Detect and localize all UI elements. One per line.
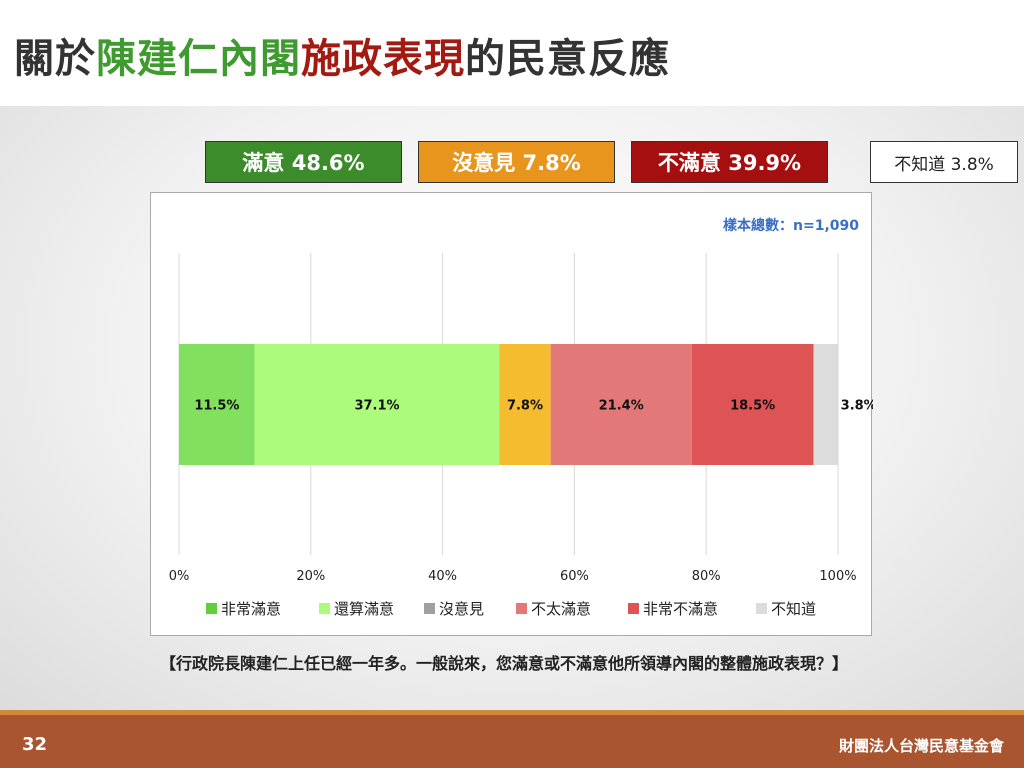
footer: 32 財團法人台灣民意基金會 (0, 710, 1024, 768)
bar-segment (550, 344, 692, 465)
bar-segment (813, 344, 839, 465)
legend-swatch (206, 603, 217, 614)
x-tick-label: 80% (692, 569, 721, 584)
legend-swatch (516, 603, 527, 614)
bar-segment (691, 344, 814, 465)
legend-label: 沒意見 (439, 600, 484, 618)
title-part-2: 陳建仁內閣 (96, 36, 301, 82)
legend-swatch (424, 603, 435, 614)
data-label: 11.5% (194, 399, 239, 414)
title-part-1: 關於 (14, 36, 96, 82)
page-number: 32 (22, 734, 48, 755)
legend-label: 非常滿意 (221, 600, 281, 618)
bar-segment (254, 344, 500, 465)
stacked-bar-chart: 樣本總數：n=1,090 0% 20% 40% 60% 80% 100% 11.5% 37.1%… (169, 217, 873, 618)
x-tick-label: 20% (296, 569, 325, 584)
bar-segment (499, 344, 551, 465)
title-part-4: 的民意反應 (465, 36, 670, 82)
data-label: 7.8% (507, 399, 543, 414)
legend-label: 不太滿意 (531, 600, 591, 618)
x-tick-label: 40% (428, 569, 457, 584)
bar-segment (179, 344, 255, 465)
data-label: 3.8% (841, 399, 873, 414)
legend-swatch (319, 603, 330, 614)
legend-label: 非常不滿意 (643, 600, 718, 618)
summary-satisfied-box: 滿意 48.6% (205, 141, 402, 183)
data-label: 37.1% (354, 399, 399, 414)
summary-neutral-box: 沒意見 7.8% (418, 141, 615, 183)
legend-swatch (756, 603, 767, 614)
x-tick-label: 100% (819, 569, 856, 584)
survey-question: 【行政院長陳建仁上任已經一年多。一般說來，您滿意或不滿意他所領導內閣的整體施政表… (160, 654, 849, 673)
organization-name: 財團法人台灣民意基金會 (838, 737, 1004, 755)
summary-dissatisfied-box: 不滿意 39.9% (631, 141, 828, 183)
sample-size-note: 樣本總數：n=1,090 (723, 217, 859, 234)
x-tick-label: 60% (560, 569, 589, 584)
data-label: 18.5% (730, 399, 775, 414)
legend-label: 還算滿意 (334, 600, 394, 618)
legend-label: 不知道 (771, 600, 816, 618)
data-label: 21.4% (599, 399, 644, 414)
legend-swatch (628, 603, 639, 614)
summary-unknown-box: 不知道 3.8% (870, 141, 1018, 183)
title-bar: 關於陳建仁內閣施政表現的民意反應 (0, 0, 1024, 106)
page-title: 關於陳建仁內閣施政表現的民意反應 (14, 26, 670, 84)
x-tick-label: 0% (169, 569, 190, 584)
chart-panel: 樣本總數：n=1,090 0% 20% 40% 60% 80% 100% 11.5% 37.1%… (150, 192, 873, 636)
title-part-3: 施政表現 (301, 36, 465, 82)
